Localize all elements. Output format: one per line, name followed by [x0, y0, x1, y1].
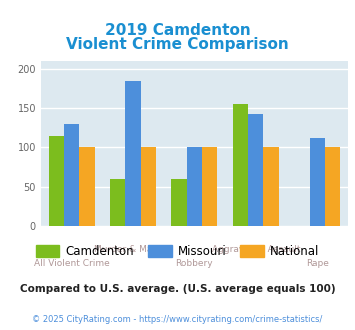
- Legend: Camdenton, Missouri, National: Camdenton, Missouri, National: [31, 241, 324, 263]
- Bar: [187, 148, 202, 226]
- Bar: [110, 179, 125, 226]
- Text: Robbery: Robbery: [176, 259, 213, 268]
- Bar: [310, 138, 325, 226]
- Bar: [171, 179, 187, 226]
- Bar: [125, 81, 141, 226]
- Bar: [49, 136, 64, 226]
- Text: Violent Crime Comparison: Violent Crime Comparison: [66, 37, 289, 52]
- Text: Rape: Rape: [306, 259, 329, 268]
- Text: © 2025 CityRating.com - https://www.cityrating.com/crime-statistics/: © 2025 CityRating.com - https://www.city…: [32, 315, 323, 324]
- Bar: [263, 148, 279, 226]
- Bar: [233, 104, 248, 226]
- Text: Compared to U.S. average. (U.S. average equals 100): Compared to U.S. average. (U.S. average …: [20, 284, 335, 294]
- Text: Murder & Mans...: Murder & Mans...: [94, 246, 171, 254]
- Bar: [325, 148, 340, 226]
- Text: 2019 Camdenton: 2019 Camdenton: [105, 23, 250, 38]
- Bar: [64, 124, 79, 226]
- Bar: [202, 148, 217, 226]
- Bar: [79, 148, 94, 226]
- Text: All Violent Crime: All Violent Crime: [34, 259, 109, 268]
- Text: Aggravated Assault: Aggravated Assault: [212, 246, 300, 254]
- Bar: [141, 148, 156, 226]
- Bar: [248, 114, 263, 226]
